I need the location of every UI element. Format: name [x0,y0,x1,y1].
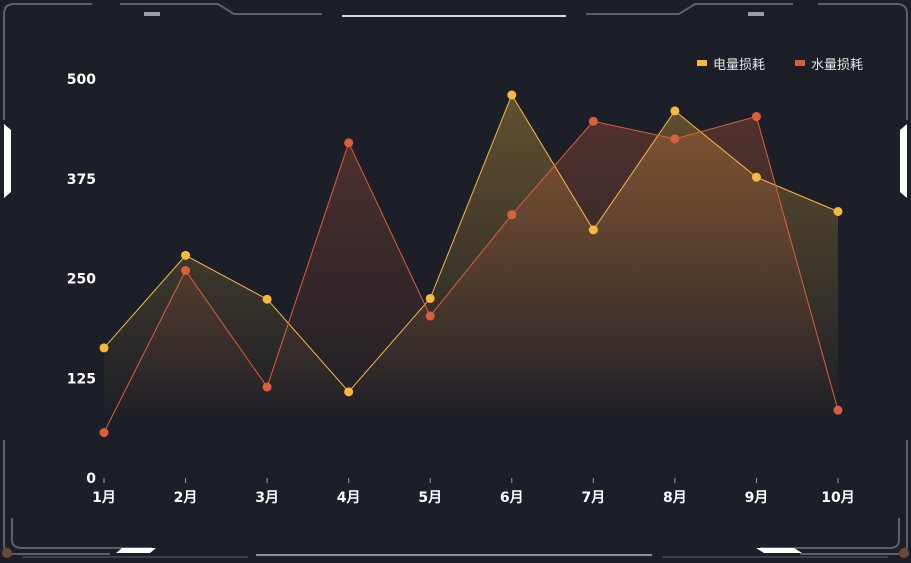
series-line-1 [103,93,839,393]
frame-top-right-bevel [586,3,793,15]
frame-bottom-right-bevel [760,518,900,549]
y-tick-label: 125 [67,371,96,387]
series-lines [103,93,839,433]
data-point[interactable] [507,210,517,220]
x-tick-label: 7月 [581,490,605,506]
series-line-2 [103,115,839,433]
frame-bottom-left-marker [116,548,156,553]
legend: 电量损耗 水量损耗 [697,58,863,73]
data-point[interactable] [99,343,109,353]
frame-top-right-corner [818,3,908,120]
y-tick-label: 375 [67,172,96,188]
x-tick-label: 2月 [174,490,198,506]
frame-top-right-tab [748,12,764,16]
legend-label[interactable]: 水量损耗 [811,58,863,73]
frame-left-bracket [4,124,11,198]
x-tick-label: 1月 [92,490,116,506]
x-tick-label: 9月 [745,490,769,506]
data-point[interactable] [588,116,598,126]
legend-label[interactable]: 电量损耗 [713,58,765,73]
legend-swatch[interactable] [697,60,707,66]
data-point[interactable] [181,250,191,260]
x-tick-label: 8月 [663,490,687,506]
data-point[interactable] [588,225,598,235]
x-tick-label: 6月 [500,490,524,506]
frame-bottom-left-dot [2,548,12,558]
y-axis: 0 125 250 375 500 [67,72,96,487]
frame-top-left-corner [3,3,92,120]
data-point[interactable] [99,428,109,438]
x-tick-label: 3月 [255,490,279,506]
data-point[interactable] [344,387,354,397]
y-tick-label: 500 [67,72,96,88]
series-areas [104,95,838,478]
frame-top-left-bevel [120,3,322,15]
x-tick-label: 4月 [337,490,361,506]
data-point[interactable] [344,138,354,148]
data-point[interactable] [670,134,680,144]
data-point[interactable] [425,293,435,303]
frame-top-left-tab [144,12,160,16]
data-point[interactable] [262,382,272,392]
data-point[interactable] [833,405,843,415]
data-point[interactable] [751,172,761,182]
data-point[interactable] [507,90,517,100]
y-tick-label: 0 [86,471,96,487]
data-point[interactable] [262,294,272,304]
x-axis: 1月 2月 3月 4月 5月 6月 7月 8月 9月 10月 [92,478,855,506]
x-tick-label: 10月 [821,490,854,506]
legend-swatch[interactable] [795,60,805,66]
data-point[interactable] [670,106,680,116]
x-tick-label: 5月 [418,490,442,506]
data-point[interactable] [751,112,761,122]
frame-bottom-right-marker [756,548,802,553]
data-point[interactable] [425,311,435,321]
data-point[interactable] [181,266,191,276]
series-points [99,90,843,438]
frame-right-bracket [900,124,907,198]
y-tick-label: 250 [67,272,96,288]
series-area-2 [104,116,838,478]
data-point[interactable] [833,206,843,216]
frame-bottom-left-bevel [11,518,152,549]
frame-bottom-right-dot [899,548,909,558]
